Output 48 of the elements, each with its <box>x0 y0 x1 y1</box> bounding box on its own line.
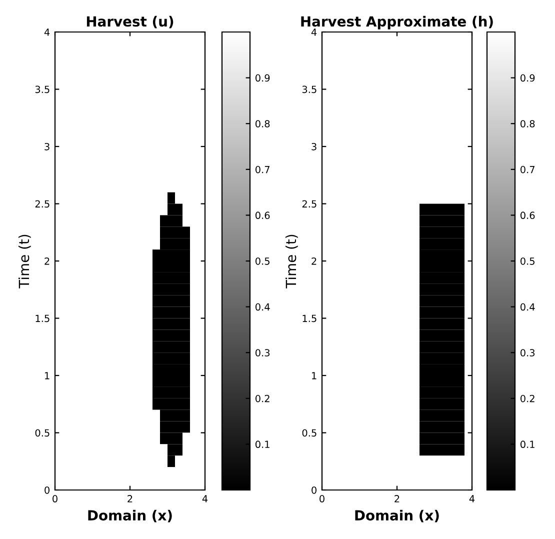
color-bar-label: 0.9 <box>256 74 270 82</box>
y-axis-title: Time (t) <box>18 234 31 288</box>
color-bar-label: 0.1 <box>520 440 534 448</box>
y-tick-label: 3 <box>312 142 316 150</box>
y-tick-label: 3.5 <box>302 86 316 94</box>
x-tick-label: 0 <box>52 495 58 502</box>
color-bar-label: 0.5 <box>256 257 270 265</box>
y-tick-label: 0.5 <box>35 429 50 437</box>
y-tick-label: 2.5 <box>35 200 50 208</box>
color-bar-label: 0.7 <box>256 166 270 174</box>
chart-title: Harvest Approximate (h) <box>301 16 493 30</box>
y-tick-label: 1 <box>45 372 50 380</box>
y-tick-label: 0 <box>312 486 316 494</box>
x-tick-label: 2 <box>128 495 132 502</box>
y-tick-label: 2 <box>312 257 316 265</box>
color-bar-label: 0.6 <box>520 212 535 220</box>
color-bar-label: 0.4 <box>520 303 535 311</box>
color-bar-label: 0.5 <box>520 257 534 265</box>
y-tick-label: 3 <box>44 142 50 150</box>
color-bar-label: 0.8 <box>256 120 270 128</box>
y-axis-title: Time (t) <box>285 234 298 288</box>
color-bar-label: 0.6 <box>256 212 270 220</box>
color-bar-label: 0.2 <box>520 394 534 402</box>
color-bar-label: 0.1 <box>256 440 270 448</box>
x-tick-label: 4 <box>202 495 208 502</box>
y-tick-label: 1 <box>312 372 316 380</box>
y-tick-label: 4 <box>44 28 50 36</box>
y-tick-label: 0.5 <box>302 429 316 437</box>
color-bar-label: 0.3 <box>520 349 535 356</box>
y-tick-label: 4 <box>311 28 317 36</box>
color-bar-label: 0.3 <box>256 349 270 356</box>
y-tick-label: 0 <box>44 486 50 494</box>
y-tick-label: 1.5 <box>36 314 50 322</box>
x-tick-label: 4 <box>469 495 475 502</box>
y-tick-label: 1.5 <box>302 314 316 322</box>
color-bar-label: 0.8 <box>520 120 535 128</box>
color-bar-label: 0.2 <box>256 394 270 402</box>
color-bar-label: 0.9 <box>520 74 535 82</box>
chart-title: Harvest (u) <box>86 16 174 28</box>
color-bar-label: 0.7 <box>520 166 534 174</box>
color-bar-label: 0.4 <box>256 303 270 311</box>
x-tick-label: 2 <box>394 495 400 502</box>
y-tick-label: 3.5 <box>35 86 50 94</box>
y-tick-label: 2 <box>44 257 50 265</box>
x-axis-title: Domain (x) <box>88 510 172 522</box>
y-tick-label: 2.5 <box>302 200 316 208</box>
x-tick-label: 0 <box>320 495 324 502</box>
x-axis-title: Domain (x) <box>355 510 439 522</box>
